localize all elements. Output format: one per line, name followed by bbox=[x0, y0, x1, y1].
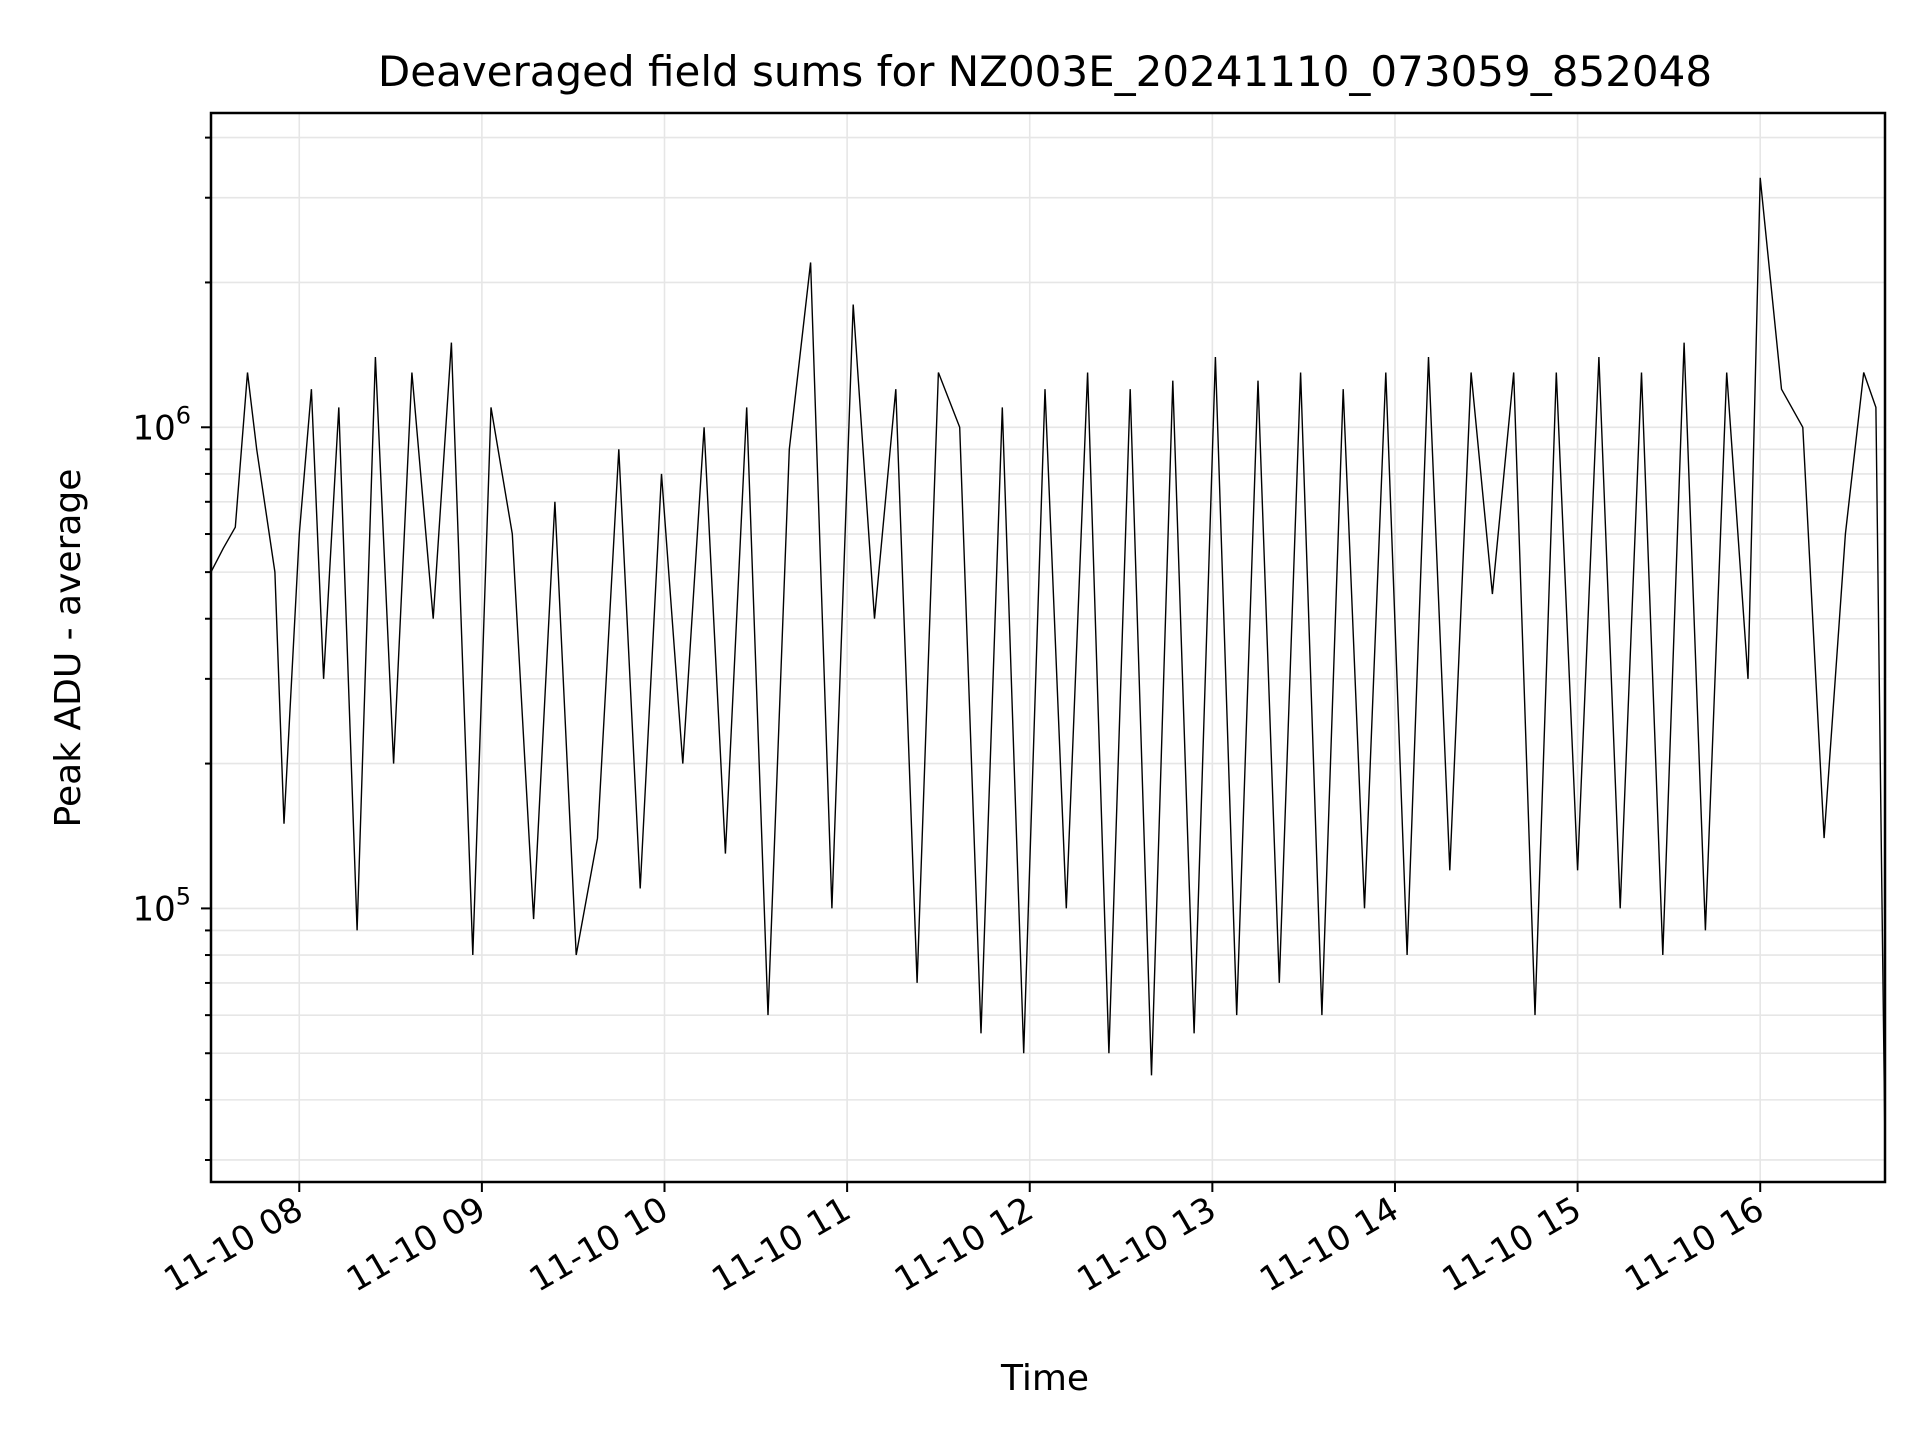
x-axis-label: Time bbox=[1000, 1358, 1089, 1399]
y-axis-label: Peak ADU - average bbox=[48, 469, 89, 828]
plot-frame bbox=[209, 111, 1887, 1184]
y-tick-label: 105 bbox=[132, 882, 191, 929]
chart-title: Deaveraged field sums for NZ003E_2024111… bbox=[378, 47, 1712, 96]
data-series bbox=[210, 177, 1886, 1147]
series-line bbox=[210, 177, 1886, 1147]
y-tick-label: 106 bbox=[132, 401, 191, 448]
